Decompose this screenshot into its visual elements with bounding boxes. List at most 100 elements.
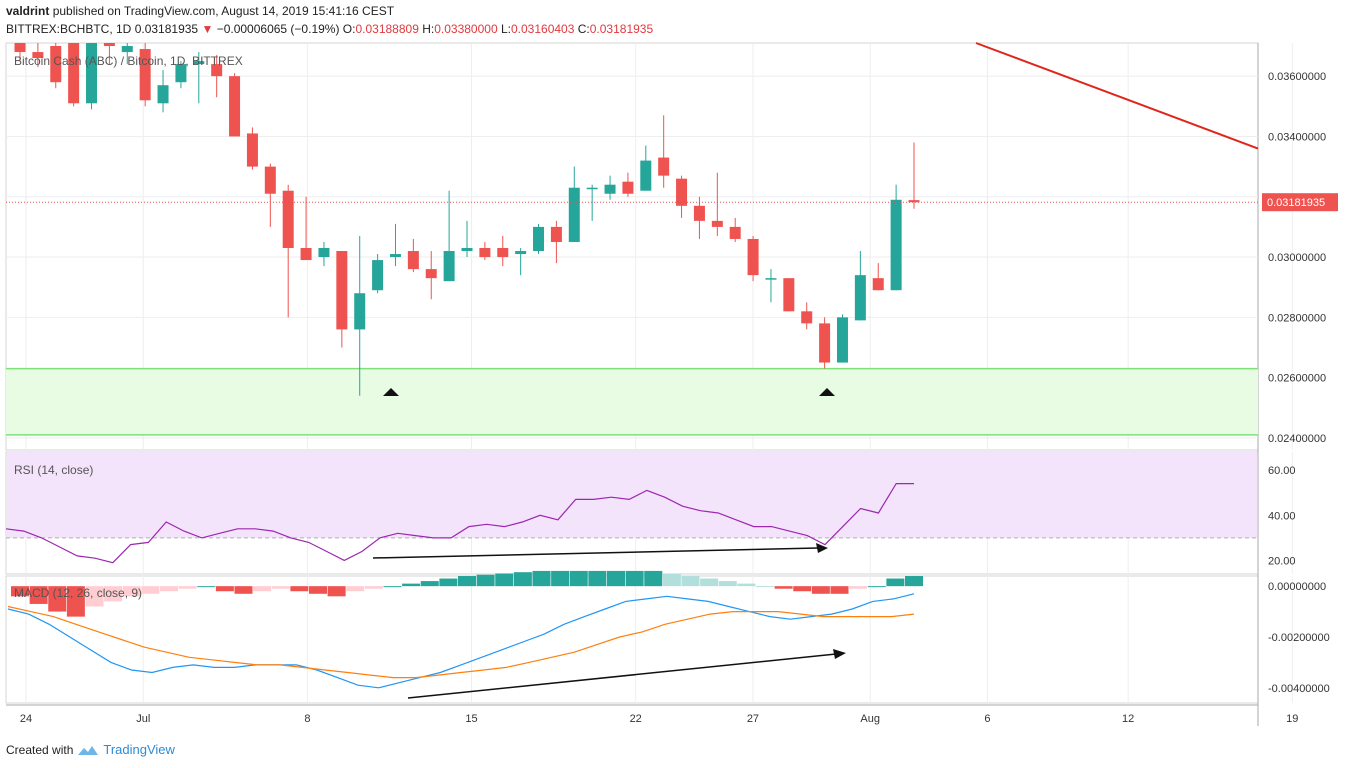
candle-down[interactable]	[872, 278, 884, 291]
symbol-label: BITTREX:BCHBTC, 1D	[6, 22, 132, 36]
candle-up[interactable]	[443, 251, 455, 282]
macd-histogram-bar	[402, 583, 421, 587]
candle-up[interactable]	[533, 226, 545, 252]
candle-down[interactable]	[50, 46, 62, 83]
macd-tick-label: -0.00400000	[1268, 683, 1330, 695]
candle-down[interactable]	[747, 238, 759, 276]
candle-down[interactable]	[729, 226, 741, 239]
candle-up[interactable]	[604, 184, 616, 194]
candle-up[interactable]	[157, 85, 169, 104]
macd-line[interactable]	[7, 593, 915, 689]
macd-histogram-bar	[160, 586, 178, 592]
rsi-band	[7, 452, 1257, 538]
macd-histogram-bar	[681, 576, 700, 587]
candle-down[interactable]	[282, 190, 294, 249]
candle-up[interactable]	[461, 248, 473, 252]
macd-histogram-bar	[551, 570, 570, 587]
candle-down[interactable]	[783, 278, 795, 312]
macd-histogram-bar	[364, 586, 383, 589]
candle-down[interactable]	[425, 269, 437, 279]
macd-histogram-bar	[290, 586, 309, 592]
candle-down[interactable]	[658, 157, 670, 176]
candle-down[interactable]	[336, 251, 348, 330]
candle-down[interactable]	[622, 181, 634, 194]
macd-histogram-bar	[420, 581, 439, 587]
publisher-line: valdrint published on TradingView.com, A…	[6, 4, 394, 18]
candle-down[interactable]	[139, 49, 151, 101]
candle-up[interactable]	[836, 317, 848, 363]
macd-histogram-bar	[886, 578, 905, 587]
candle-up[interactable]	[121, 46, 133, 53]
candle-up[interactable]	[389, 254, 401, 258]
macd-histogram-bar	[588, 570, 607, 587]
macd-histogram-bar	[830, 586, 849, 594]
x-tick-label: 8	[304, 713, 310, 725]
candle-down[interactable]	[693, 205, 705, 221]
macd-histogram-bar	[662, 573, 681, 587]
candle-down[interactable]	[246, 133, 258, 167]
candle-down[interactable]	[229, 76, 241, 137]
close-value: 0.03181935	[589, 22, 654, 36]
macd-histogram-bar	[141, 586, 160, 594]
macd-signal-line[interactable]	[7, 605, 915, 679]
macd-arrowhead-icon	[833, 649, 846, 659]
macd-histogram-bar	[625, 570, 644, 587]
rsi-arrowhead-icon	[816, 543, 828, 553]
candle-down[interactable]	[264, 166, 276, 194]
last-price-tag	[1262, 193, 1338, 212]
candle-down[interactable]	[14, 43, 26, 53]
candle-up[interactable]	[193, 61, 205, 65]
candle-down[interactable]	[479, 248, 491, 258]
macd-histogram-bar	[476, 574, 495, 587]
candle-down[interactable]	[908, 200, 920, 203]
bottom-marker-triangle	[819, 388, 835, 396]
candle-down[interactable]	[300, 248, 312, 261]
candle-up[interactable]	[372, 260, 384, 291]
candle-up[interactable]	[586, 187, 598, 190]
macd-histogram-bar	[458, 576, 476, 587]
macd-histogram-bar	[532, 570, 551, 587]
rsi-line[interactable]	[5, 483, 914, 564]
ohlc-line: BITTREX:BCHBTC, 1D 0.03181935 ▼ −0.00006…	[6, 22, 653, 36]
candle-down[interactable]	[550, 226, 562, 242]
macd-histogram-bar	[309, 586, 327, 594]
candle-down[interactable]	[211, 64, 223, 77]
candle-up[interactable]	[854, 275, 866, 321]
macd-histogram-bar	[197, 586, 216, 588]
candle-up[interactable]	[175, 64, 187, 83]
rsi-pane-title: RSI (14, close)	[14, 463, 93, 477]
candle-down[interactable]	[32, 52, 44, 59]
candle-up[interactable]	[318, 248, 330, 258]
macd-histogram-bar	[253, 586, 272, 592]
author-name[interactable]: valdrint	[6, 4, 50, 18]
candle-down[interactable]	[68, 43, 80, 104]
candle-up[interactable]	[515, 251, 527, 255]
macd-histogram-bar	[178, 586, 197, 589]
candle-up[interactable]	[765, 278, 777, 280]
candle-down[interactable]	[497, 248, 509, 258]
open-label: O:	[342, 22, 356, 36]
candle-down[interactable]	[819, 323, 831, 363]
candle-up[interactable]	[354, 293, 366, 330]
macd-histogram-bar	[11, 586, 29, 597]
macd-histogram-bar	[513, 572, 532, 587]
rsi-tick-label: 60.00	[1268, 465, 1296, 477]
candle-up[interactable]	[568, 187, 580, 242]
candle-down[interactable]	[801, 311, 813, 324]
candle-down[interactable]	[711, 220, 723, 227]
last-price-label: 0.03181935	[1267, 197, 1325, 209]
x-tick-label: 15	[465, 713, 477, 725]
footer: Created with TradingView	[6, 742, 175, 757]
candle-up[interactable]	[890, 199, 902, 291]
candle-down[interactable]	[407, 251, 419, 270]
tradingview-brand[interactable]: TradingView	[103, 742, 175, 757]
macd-histogram-bar	[718, 581, 737, 587]
candle-down[interactable]	[103, 43, 115, 47]
resistance-trendline[interactable]	[975, 42, 1259, 150]
candle-up[interactable]	[86, 43, 98, 104]
candle-down[interactable]	[676, 178, 688, 206]
candle-up[interactable]	[640, 160, 652, 191]
bottom-marker-triangle	[383, 388, 399, 396]
macd-pane-title: MACD (12, 26, close, 9)	[14, 586, 142, 600]
